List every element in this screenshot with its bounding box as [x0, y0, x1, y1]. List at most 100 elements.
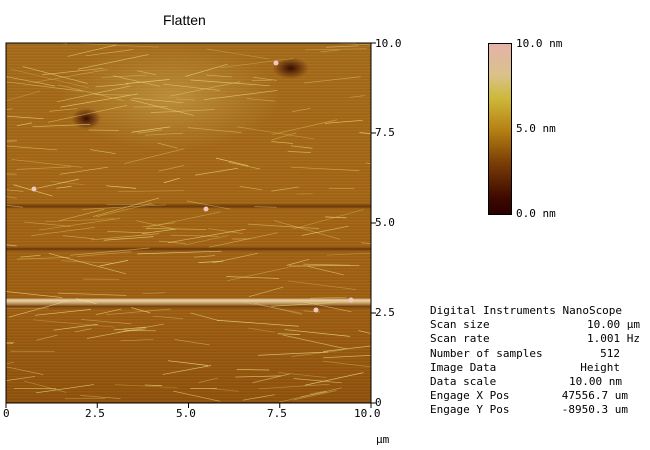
fiber-strand	[206, 48, 269, 60]
info-value: 10.00 nm	[569, 374, 622, 388]
fiber-strand	[90, 149, 116, 155]
particle-dot	[313, 307, 319, 313]
particle-dot	[203, 206, 209, 212]
fiber-strand	[57, 84, 124, 101]
image-title: Flatten	[163, 12, 206, 28]
fiber-strand	[115, 384, 178, 389]
fiber-strand	[293, 390, 337, 401]
fiber-strand	[106, 308, 171, 316]
fiber-strand	[326, 45, 359, 48]
fiber-strand	[326, 252, 371, 256]
y-tick-label: 7.5	[375, 126, 395, 139]
fiber-strand	[324, 119, 363, 124]
fiber-strand	[271, 302, 337, 307]
y-tick-label: 10.0	[375, 37, 402, 50]
fiber-strand	[6, 291, 63, 298]
fiber-strand	[185, 63, 228, 77]
fiber-strand	[123, 329, 157, 332]
fiber-strand	[32, 124, 90, 128]
colorbar-max-label: 10.0 nm	[516, 37, 563, 50]
fiber-strand	[216, 319, 299, 327]
fiber-strand	[130, 99, 194, 116]
fiber-strand	[145, 227, 207, 230]
fiber-strand	[103, 236, 154, 241]
fiber-strand	[16, 257, 70, 260]
info-row-engage-x: Engage X Pos 47556.7 um	[430, 389, 640, 403]
afm-height-image	[6, 43, 371, 403]
fiber-strand	[310, 296, 347, 299]
info-row-image-data: Image Data Height	[430, 361, 640, 375]
info-value: -8950.3 um	[561, 403, 628, 417]
fiber-strand	[241, 301, 302, 314]
fiber-strand	[175, 98, 196, 101]
fiber-strand	[209, 232, 278, 248]
info-label: Scan rate	[430, 332, 490, 346]
height-colorbar	[488, 43, 512, 215]
fiber-strand	[96, 308, 122, 315]
fiber-strand	[252, 373, 290, 384]
fiber-strand	[137, 250, 222, 255]
fiber-strand	[293, 378, 342, 384]
fiber-strand	[126, 79, 170, 84]
x-tick-label: 10.0	[354, 407, 381, 420]
fiber-strand	[31, 227, 95, 237]
fiber-strand	[95, 83, 129, 88]
fiber-strand	[290, 145, 313, 149]
fiber-strand	[49, 108, 77, 112]
fiber-strand	[96, 202, 152, 218]
fiber-strand	[6, 81, 83, 92]
fiber-strand	[7, 115, 44, 120]
fiber-strand	[195, 167, 238, 176]
fiber-strand	[170, 81, 241, 97]
y-tick-label: 2.5	[375, 306, 395, 319]
fiber-strand	[248, 223, 320, 229]
fiber-strand	[162, 365, 212, 375]
fiber-strand	[36, 334, 58, 341]
fiber-strand	[113, 75, 160, 87]
fiber-strand	[228, 161, 261, 170]
fiber-strand	[203, 90, 278, 101]
fiber-strand	[173, 390, 221, 402]
fiber-texture	[6, 43, 371, 403]
fiber-strand	[56, 85, 131, 103]
info-label: Number of samples	[430, 346, 543, 360]
fiber-strand	[208, 228, 243, 234]
fiber-strand	[190, 312, 219, 321]
fiber-strand	[300, 391, 328, 398]
fiber-strand	[144, 132, 183, 136]
fiber-strand	[325, 216, 347, 219]
fiber-strand	[101, 74, 147, 78]
fiber-strand	[6, 108, 13, 110]
x-axis-unit: µm	[376, 433, 390, 446]
fiber-strand	[48, 253, 127, 275]
fiber-strand	[338, 43, 371, 46]
fiber-strand	[247, 327, 276, 333]
fiber-strand	[11, 159, 83, 168]
fiber-strand	[246, 98, 276, 102]
fiber-strand	[80, 319, 132, 325]
fiber-strand	[320, 49, 340, 53]
fiber-strand	[141, 228, 176, 234]
fiber-strand	[174, 339, 210, 346]
fiber-strand	[163, 83, 220, 91]
fiber-strand	[152, 315, 184, 320]
fiber-strand	[236, 126, 315, 140]
fiber-strand	[6, 361, 14, 365]
fiber-strand	[99, 260, 129, 267]
fiber-strand	[291, 107, 311, 113]
info-row-samples: Number of samples 512	[430, 347, 640, 361]
fiber-strand	[6, 204, 23, 208]
fiber-strand	[236, 369, 270, 371]
fiber-strand	[136, 220, 175, 230]
fiber-strand	[163, 177, 180, 184]
fiber-strand	[272, 119, 338, 135]
fiber-strand	[77, 251, 132, 257]
fiber-strand	[190, 79, 270, 87]
fiber-strand	[323, 360, 371, 368]
fiber-strand	[358, 330, 371, 334]
fiber-strand	[85, 49, 134, 57]
fiber-strand	[120, 339, 154, 342]
fiber-strand	[239, 186, 263, 191]
fiber-strand	[286, 258, 310, 266]
fiber-strand	[11, 68, 90, 89]
